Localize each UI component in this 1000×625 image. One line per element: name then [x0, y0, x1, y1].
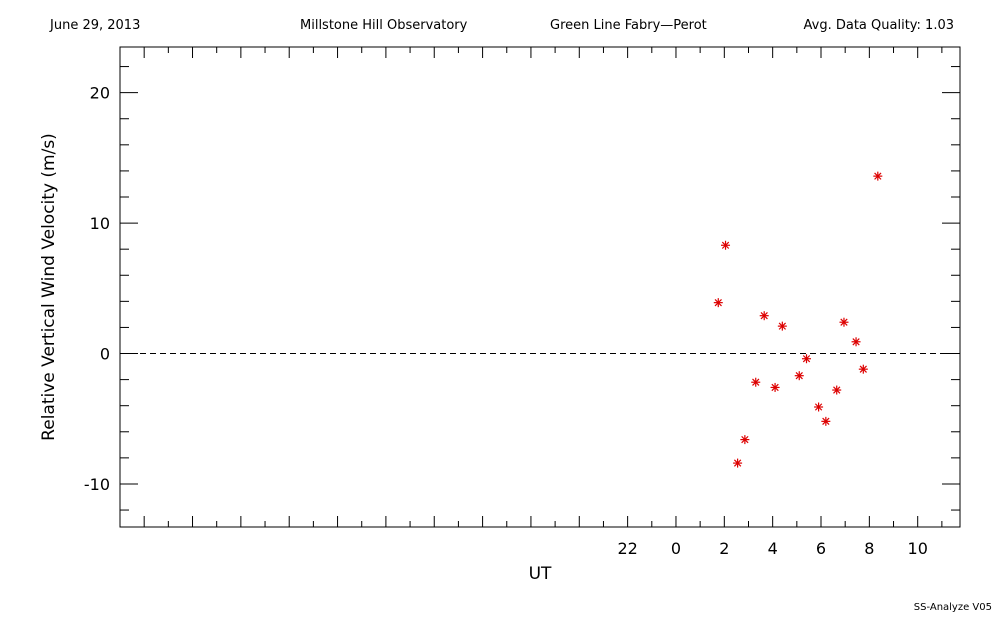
data-point [733, 458, 743, 468]
data-point [759, 311, 769, 321]
data-point [794, 371, 804, 381]
plot-frame [119, 46, 961, 528]
x-tick-label: 6 [816, 539, 826, 558]
data-point [814, 402, 824, 412]
x-tick-label: 8 [864, 539, 874, 558]
data-point [851, 337, 861, 347]
data-point [858, 364, 868, 374]
y-tick-label: -10 [84, 475, 110, 494]
header-observatory: Millstone Hill Observatory [300, 18, 468, 33]
x-tick-label: 2 [719, 539, 729, 558]
x-tick-label: 10 [908, 539, 928, 558]
data-point [740, 435, 750, 445]
x-tick-label: 4 [768, 539, 778, 558]
y-tick-label: 0 [100, 345, 110, 364]
data-point [802, 354, 812, 364]
x-axis-label: UT [529, 564, 552, 584]
data-point [832, 385, 842, 395]
data-point [821, 416, 831, 426]
data-point [770, 382, 780, 392]
header-instrument: Green Line Fabry—Perot [550, 18, 707, 33]
x-tick-label: 0 [671, 539, 681, 558]
data-point [751, 377, 761, 387]
header-date: June 29, 2013 [50, 18, 141, 33]
x-tick-label: 22 [617, 539, 637, 558]
data-point [713, 298, 723, 308]
y-tick-label: 20 [90, 84, 110, 103]
data-point [873, 171, 883, 181]
y-tick-label: 10 [90, 214, 110, 233]
y-axis-label: Relative Vertical Wind Velocity (m/s) [39, 133, 59, 441]
data-point [721, 240, 731, 250]
data-point [777, 321, 787, 331]
header-data-quality: Avg. Data Quality: 1.03 [803, 18, 954, 33]
data-point [839, 317, 849, 327]
footer-version: SS-Analyze V05 [913, 602, 992, 613]
